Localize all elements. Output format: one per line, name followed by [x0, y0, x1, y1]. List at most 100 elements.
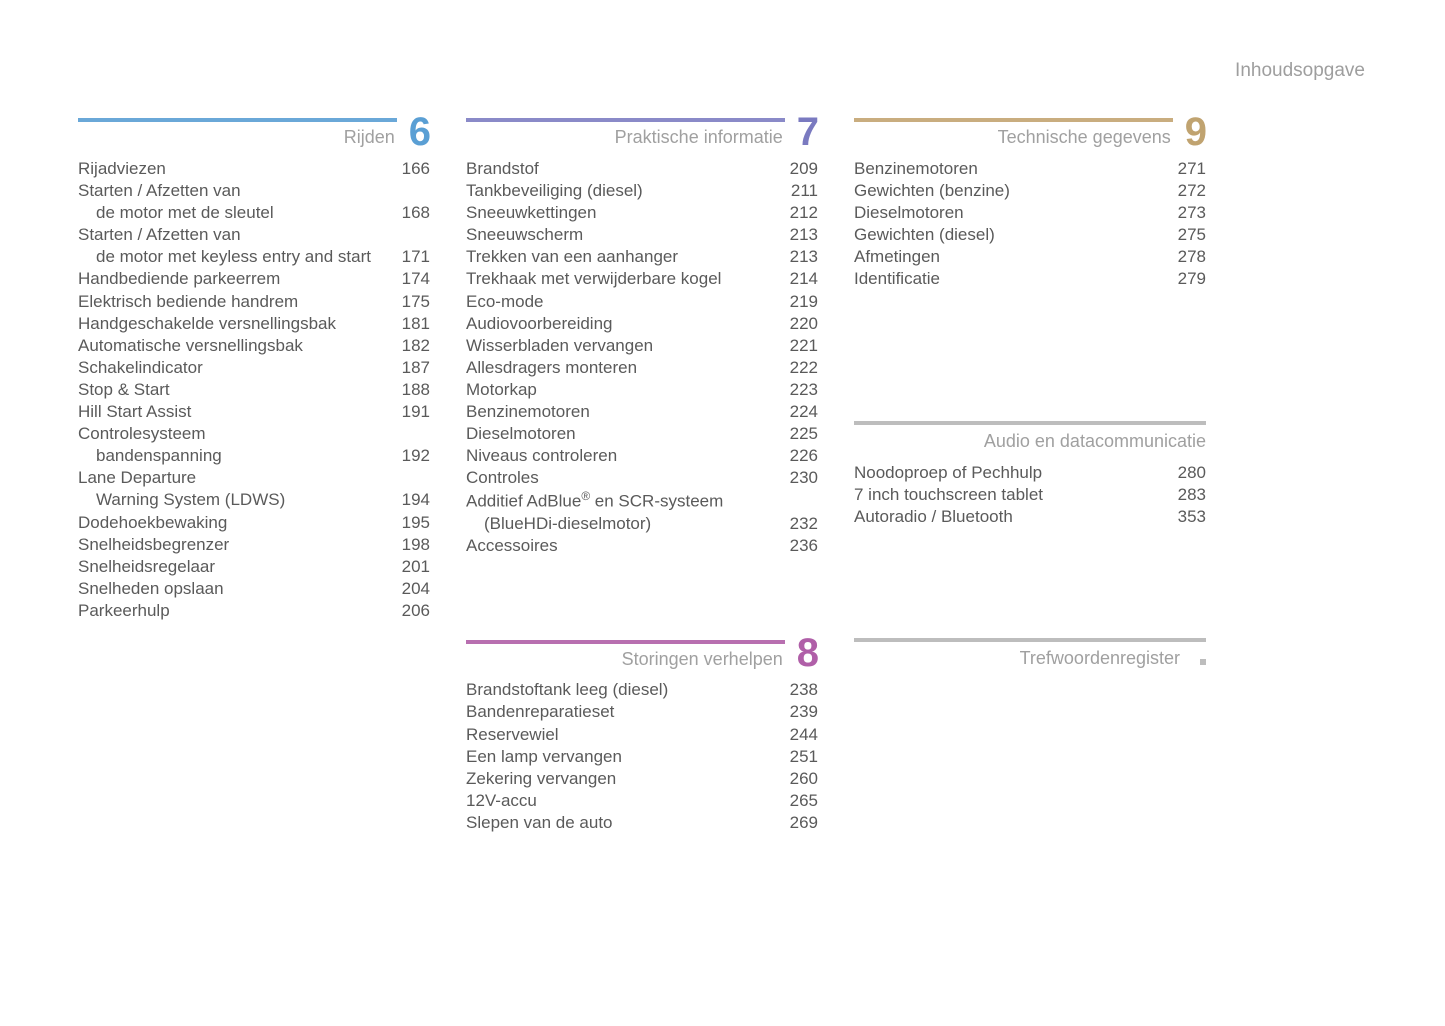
toc-page: 195 [390, 512, 430, 534]
toc-label: Handbediende parkeerrem [78, 268, 390, 290]
toc-label: Trekken van een aanhanger [466, 246, 778, 268]
toc-row: Brandstoftank leeg (diesel)238 [466, 679, 818, 701]
toc-row: Snelheidsbegrenzer198 [78, 534, 430, 556]
toc-page: 214 [778, 268, 818, 290]
toc-row: Controlesysteembandenspanning192 [78, 423, 430, 467]
section-7-number: 7 [797, 116, 818, 148]
section-8-title: Storingen verhelpen [466, 650, 785, 670]
toc-row: Brandstof209 [466, 158, 818, 180]
toc-label: Rijadviezen [78, 158, 390, 180]
toc-label: Motorkap [466, 379, 778, 401]
section-9-header: Technische gegevens 9 [854, 116, 1206, 148]
section-8: Storingen verhelpen 8 Brandstoftank leeg… [466, 637, 818, 834]
toc-label: Brandstof [466, 158, 778, 180]
toc-page: 278 [1166, 246, 1206, 268]
toc-row: Starten / Afzetten vande motor met keyle… [78, 224, 430, 268]
toc-label: Autoradio / Bluetooth [854, 506, 1166, 528]
col-left: Rijden 6 Rijadviezen166Starten / Afzette… [78, 116, 430, 876]
toc-row: Snelheden opslaan204 [78, 578, 430, 600]
toc-label: Audiovoorbereiding [466, 313, 778, 335]
toc-page: 213 [778, 224, 818, 246]
section-8-bar [466, 640, 785, 644]
toc-row: Identificatie279 [854, 268, 1206, 290]
toc-row: Dodehoekbewaking195 [78, 512, 430, 534]
section-8-number: 8 [797, 637, 818, 669]
section-7-header: Praktische informatie 7 [466, 116, 818, 148]
toc-page: 224 [778, 401, 818, 423]
toc-page: 236 [778, 535, 818, 557]
section-audio-list: Noodoproep of Pechhulp2807 inch touchscr… [854, 462, 1206, 528]
toc-label: Slepen van de auto [466, 812, 778, 834]
toc-row: Benzinemotoren271 [854, 158, 1206, 180]
section-9-title: Technische gegevens [854, 128, 1173, 148]
toc-sublabel: (BlueHDi-dieselmotor) [466, 513, 770, 535]
toc-page: 238 [778, 679, 818, 701]
toc-label: Snelheidsregelaar [78, 556, 390, 578]
toc-label: Tankbeveiliging (diesel) [466, 180, 778, 202]
toc-label: Starten / Afzetten vande motor met keyle… [78, 224, 390, 268]
toc-row: Handgeschakelde versnellingsbak181 [78, 313, 430, 335]
toc-row: Accessoires236 [466, 535, 818, 557]
toc-label: Lane DepartureWarning System (LDWS) [78, 467, 390, 511]
toc-label: Benzinemotoren [854, 158, 1166, 180]
section-audio-bar [854, 421, 1206, 425]
toc-label: Bandenreparatieset [466, 701, 778, 723]
col-middle: Praktische informatie 7 Brandstof209Tank… [466, 116, 818, 876]
toc-label: Identificatie [854, 268, 1166, 290]
toc-page: 220 [778, 313, 818, 335]
toc-page: 280 [1166, 462, 1206, 484]
toc-label: Een lamp vervangen [466, 746, 778, 768]
toc-label: Gewichten (diesel) [854, 224, 1166, 246]
tref-marker-icon [1200, 659, 1206, 665]
toc-label: Dieselmotoren [466, 423, 778, 445]
section-7-list: Brandstof209Tankbeveiliging (diesel)211S… [466, 158, 818, 557]
toc-page: 192 [390, 445, 430, 467]
toc-page: 212 [778, 202, 818, 224]
toc-page: 198 [390, 534, 430, 556]
toc-page: 171 [390, 246, 430, 268]
section-6-title: Rijden [78, 128, 397, 148]
toc-row: Automatische versnellingsbak182 [78, 335, 430, 357]
toc-page: 194 [390, 489, 430, 511]
toc-row: Gewichten (diesel)275 [854, 224, 1206, 246]
toc-row: Lane DepartureWarning System (LDWS)194 [78, 467, 430, 511]
toc-sublabel: Warning System (LDWS) [78, 489, 382, 511]
toc-label: Controles [466, 467, 778, 489]
toc-label: Accessoires [466, 535, 778, 557]
section-6-number: 6 [409, 116, 430, 148]
toc-page: 279 [1166, 268, 1206, 290]
toc-label: Snelheden opslaan [78, 578, 390, 600]
toc-label: Sneeuwscherm [466, 224, 778, 246]
toc-page: 273 [1166, 202, 1206, 224]
toc-page: 182 [390, 335, 430, 357]
toc-row: Rijadviezen166 [78, 158, 430, 180]
toc-row: Dieselmotoren273 [854, 202, 1206, 224]
toc-row: Noodoproep of Pechhulp280 [854, 462, 1206, 484]
toc-label: Afmetingen [854, 246, 1166, 268]
toc-label: 12V-accu [466, 790, 778, 812]
section-audio-title: Audio en datacommunicatie [854, 431, 1206, 452]
toc-label: Dieselmotoren [854, 202, 1166, 224]
toc-row: Audiovoorbereiding220 [466, 313, 818, 335]
toc-row: Starten / Afzetten vande motor met de sl… [78, 180, 430, 224]
toc-page: 201 [390, 556, 430, 578]
col-right: Technische gegevens 9 Benzinemotoren271 G… [854, 116, 1206, 876]
toc-page: 353 [1166, 506, 1206, 528]
toc-page: 271 [1166, 158, 1206, 180]
toc-label: Controlesysteembandenspanning [78, 423, 390, 467]
toc-row: Elektrisch bediende handrem175 [78, 291, 430, 313]
toc-row: 7 inch touchscreen tablet283 [854, 484, 1206, 506]
toc-row: Additief AdBlue® en SCR-systeem(BlueHDi-… [466, 489, 818, 535]
toc-label: Allesdragers monteren [466, 357, 778, 379]
toc-label: Dodehoekbewaking [78, 512, 390, 534]
toc-page: 187 [390, 357, 430, 379]
toc-sublabel: de motor met de sleutel [78, 202, 382, 224]
page-title: Inhoudsopgave [78, 60, 1375, 82]
toc-row: Motorkap223 [466, 379, 818, 401]
toc-row: Controles230 [466, 467, 818, 489]
toc-row: Reservewiel244 [466, 724, 818, 746]
toc-page: 275 [1166, 224, 1206, 246]
toc-row: Niveaus controleren226 [466, 445, 818, 467]
toc-page: 222 [778, 357, 818, 379]
toc-page: 168 [390, 202, 430, 224]
